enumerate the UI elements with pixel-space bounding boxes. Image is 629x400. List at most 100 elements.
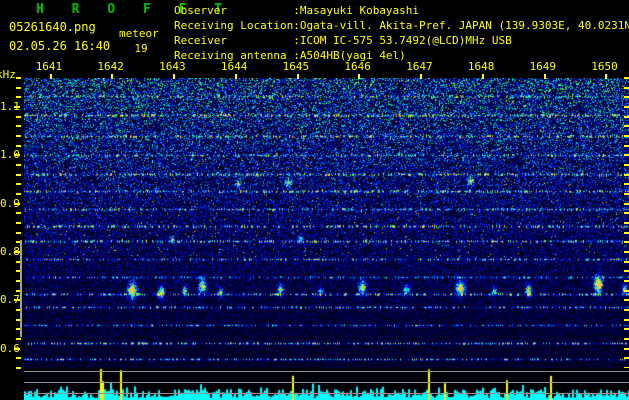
- y-axis-right-tick: [624, 125, 629, 128]
- strip-gridline-1: [24, 371, 629, 372]
- x-axis-label-1641: 1641: [35, 60, 63, 73]
- metadata-separator: :: [293, 49, 300, 62]
- y-axis-right-tick: [624, 164, 629, 166]
- y-axis-right-tick: [624, 309, 629, 311]
- y-axis-major-tick: [14, 106, 20, 108]
- metadata-value-location: Ogata-vill. Akita-Pref. JAPAN (139.9303E…: [299, 19, 629, 32]
- y-axis-minor-tick: [16, 96, 21, 99]
- x-axis-tick: [481, 74, 484, 79]
- y-axis-right-tick: [624, 193, 629, 195]
- x-axis-label-1647: 1647: [406, 60, 433, 73]
- header-panel: H R O F F T 05261640.png 02.05.26 16:40 …: [0, 0, 629, 68]
- y-axis-right-tick: [624, 96, 629, 99]
- power-strip-chart[interactable]: [24, 368, 629, 400]
- y-axis-minor-tick: [16, 144, 21, 147]
- y-axis-right-tick: [624, 106, 629, 108]
- x-axis-label-1649: 1649: [529, 60, 557, 73]
- y-axis-minor-tick: [16, 289, 21, 292]
- y-axis-minor-tick: [16, 328, 21, 331]
- y-axis-right-tick: [624, 135, 629, 137]
- y-axis-right-tick: [624, 173, 629, 176]
- file-datetime-label: 02.05.26 16:40: [9, 39, 111, 53]
- x-axis-tick: [358, 74, 361, 79]
- y-axis-right-tick: [624, 299, 629, 302]
- y-axis-right-tick: [624, 318, 629, 321]
- y-axis-major-tick: [14, 299, 20, 302]
- x-axis-label-1642: 1642: [97, 60, 124, 73]
- y-axis-right-tick: [624, 241, 629, 244]
- x-axis-label-1650: 1650: [591, 60, 618, 73]
- y-axis-minor-tick: [16, 270, 21, 273]
- x-axis-label-1644: 1644: [220, 60, 248, 73]
- x-axis-tick: [296, 74, 299, 79]
- x-axis-tick: [420, 74, 423, 79]
- metadata-key-antenna: Receiving antenna: [174, 49, 287, 62]
- metadata-value-receiver: ICOM IC-575 53.7492(@LCD)MHz USB: [299, 34, 512, 47]
- y-axis-minor-tick: [16, 280, 21, 282]
- y-axis-minor-tick: [16, 309, 21, 311]
- spectrogram-canvas-container[interactable]: [24, 78, 629, 368]
- metadata-separator: :: [293, 19, 300, 32]
- y-axis-right-tick: [624, 212, 629, 215]
- y-axis-minor-tick: [16, 338, 21, 340]
- y-axis-label-0-9: 0.9: [0, 196, 20, 210]
- power-strip-bars: [24, 368, 629, 400]
- y-axis-right-tick: [624, 357, 629, 360]
- metadata-key-observer: Observer: [174, 4, 227, 17]
- y-axis-right-tick: [624, 289, 629, 292]
- observation-metadata-table: Observer : Masayuki Kobayashi Receiving …: [174, 3, 629, 63]
- y-axis-label-1-1: 1.1: [0, 100, 20, 113]
- y-axis-unit-label: kHz: [0, 68, 16, 81]
- y-axis-right-tick: [624, 251, 629, 253]
- y-axis-minor-tick: [16, 164, 21, 166]
- y-axis-minor-tick: [16, 260, 21, 263]
- meteor-count-label: meteor: [119, 27, 159, 40]
- y-axis-right-tick: [624, 144, 629, 147]
- x-axis-tick: [173, 74, 176, 79]
- x-axis-label-1648: 1648: [467, 60, 495, 73]
- y-axis-right-tick: [624, 280, 629, 282]
- y-axis-major-tick: [14, 347, 20, 350]
- y-axis-minor-tick: [16, 115, 21, 118]
- y-axis-minor-tick: [16, 183, 21, 186]
- metadata-row-receiver: Receiver : ICOM IC-575 53.7492(@LCD)MHz …: [174, 33, 629, 48]
- y-axis-right-tick: [624, 328, 629, 331]
- y-axis-label-0-7: 0.7: [0, 293, 20, 307]
- y-axis-right-tick: [624, 77, 629, 79]
- x-axis-tick: [111, 74, 114, 79]
- y-axis-right-tick: [624, 270, 629, 273]
- strip-gridline-3: [24, 393, 629, 394]
- spectrogram-plot: kHz 1.1 1.0 0.9 0.8 0.7 0.6 1641 1642 1643 1644 1…: [0, 60, 629, 400]
- meteor-count-value: 19: [134, 42, 148, 55]
- x-axis-tick: [605, 74, 608, 79]
- metadata-key-location: Receiving Location: [174, 19, 294, 32]
- y-axis-major-tick: [14, 154, 20, 157]
- y-axis-right-tick: [624, 338, 629, 340]
- x-axis-label-1646: 1646: [344, 60, 371, 73]
- y-axis-right-tick: [624, 347, 629, 350]
- y-axis-right-tick: [624, 86, 629, 89]
- x-axis-tick: [234, 74, 237, 79]
- y-axis-minor-tick: [16, 77, 21, 79]
- time-marker-line: [20, 240, 22, 337]
- metadata-key-receiver: Receiver: [174, 34, 227, 47]
- file-name-label: 05261640.png: [9, 20, 96, 34]
- y-axis-minor-tick: [16, 173, 21, 176]
- metadata-row-antenna: Receiving antenna : A504HB(yagi 4el): [174, 48, 629, 63]
- y-axis-label-1-0: 1.0: [0, 148, 20, 162]
- app-logo: H R O F F T: [36, 2, 233, 17]
- y-axis-minor-tick: [16, 241, 21, 244]
- y-axis-major-tick: [14, 202, 20, 205]
- strip-gridline-2: [24, 382, 629, 383]
- metadata-value-antenna: A504HB(yagi 4el): [299, 49, 406, 62]
- y-axis-minor-tick: [16, 318, 21, 321]
- y-axis-right-tick: [624, 183, 629, 186]
- y-axis-minor-tick: [16, 212, 21, 215]
- y-axis-minor-tick: [16, 222, 21, 224]
- y-axis-minor-tick: [16, 193, 21, 195]
- x-axis-label-1643: 1643: [159, 60, 186, 73]
- y-axis-right-tick: [624, 231, 629, 234]
- y-axis-right-tick: [624, 115, 629, 118]
- y-axis-major-tick: [14, 251, 20, 253]
